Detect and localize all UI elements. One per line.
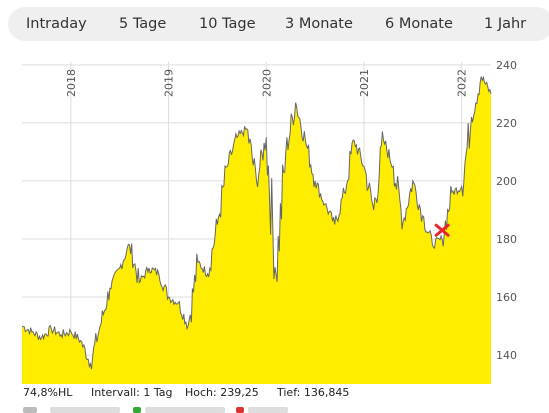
y-tick-label: 180 (496, 233, 517, 246)
y-tick-label: 240 (496, 59, 517, 72)
y-tick-label: 140 (496, 349, 517, 362)
interval-label: Intervall: 1 Tag (91, 386, 173, 399)
x-tick-label: 2021 (358, 69, 371, 97)
tab-3-monate[interactable]: 3 Monate (285, 16, 353, 32)
y-tick-label: 200 (496, 175, 517, 188)
x-tick-label: 2020 (260, 69, 273, 97)
x-tick-label: 2022 (456, 69, 469, 97)
price-area (22, 76, 491, 384)
x-tick-label: 2018 (65, 69, 78, 97)
tab-6-monate[interactable]: 6 Monate (385, 16, 453, 32)
tab-5-tage[interactable]: 5 Tage (119, 16, 167, 32)
y-axis-ticks: 140 160 180 200 220 240 (496, 59, 517, 362)
y-tick-label: 220 (496, 117, 517, 130)
tab-1-jahr[interactable]: 1 Jahr (484, 16, 527, 32)
y-tick-label: 160 (496, 291, 517, 304)
price-line (21, 75, 492, 370)
marker-stroke (434, 223, 450, 237)
legend-row-cropped (0, 405, 549, 413)
tab-10-tage[interactable]: 10 Tage (199, 16, 256, 32)
time-range-tabs (8, 7, 549, 41)
price-chart: 2018 2019 2020 2021 2022 140 160 180 200 220 240 (21, 59, 517, 384)
x-axis-ticks: 2018 2019 2020 2021 2022 (65, 69, 469, 97)
low-value: Tief: 136,845 (277, 386, 350, 399)
x-tick-label: 2019 (163, 69, 176, 97)
chart-footer: 74,8%HL Intervall: 1 Tag Hoch: 239,25 Ti… (0, 386, 549, 404)
hl-percentage: 74,8%HL (23, 386, 73, 399)
tab-intraday[interactable]: Intraday (26, 16, 87, 32)
high-value: Hoch: 239,25 (185, 386, 259, 399)
event-marker-icon (434, 223, 450, 237)
